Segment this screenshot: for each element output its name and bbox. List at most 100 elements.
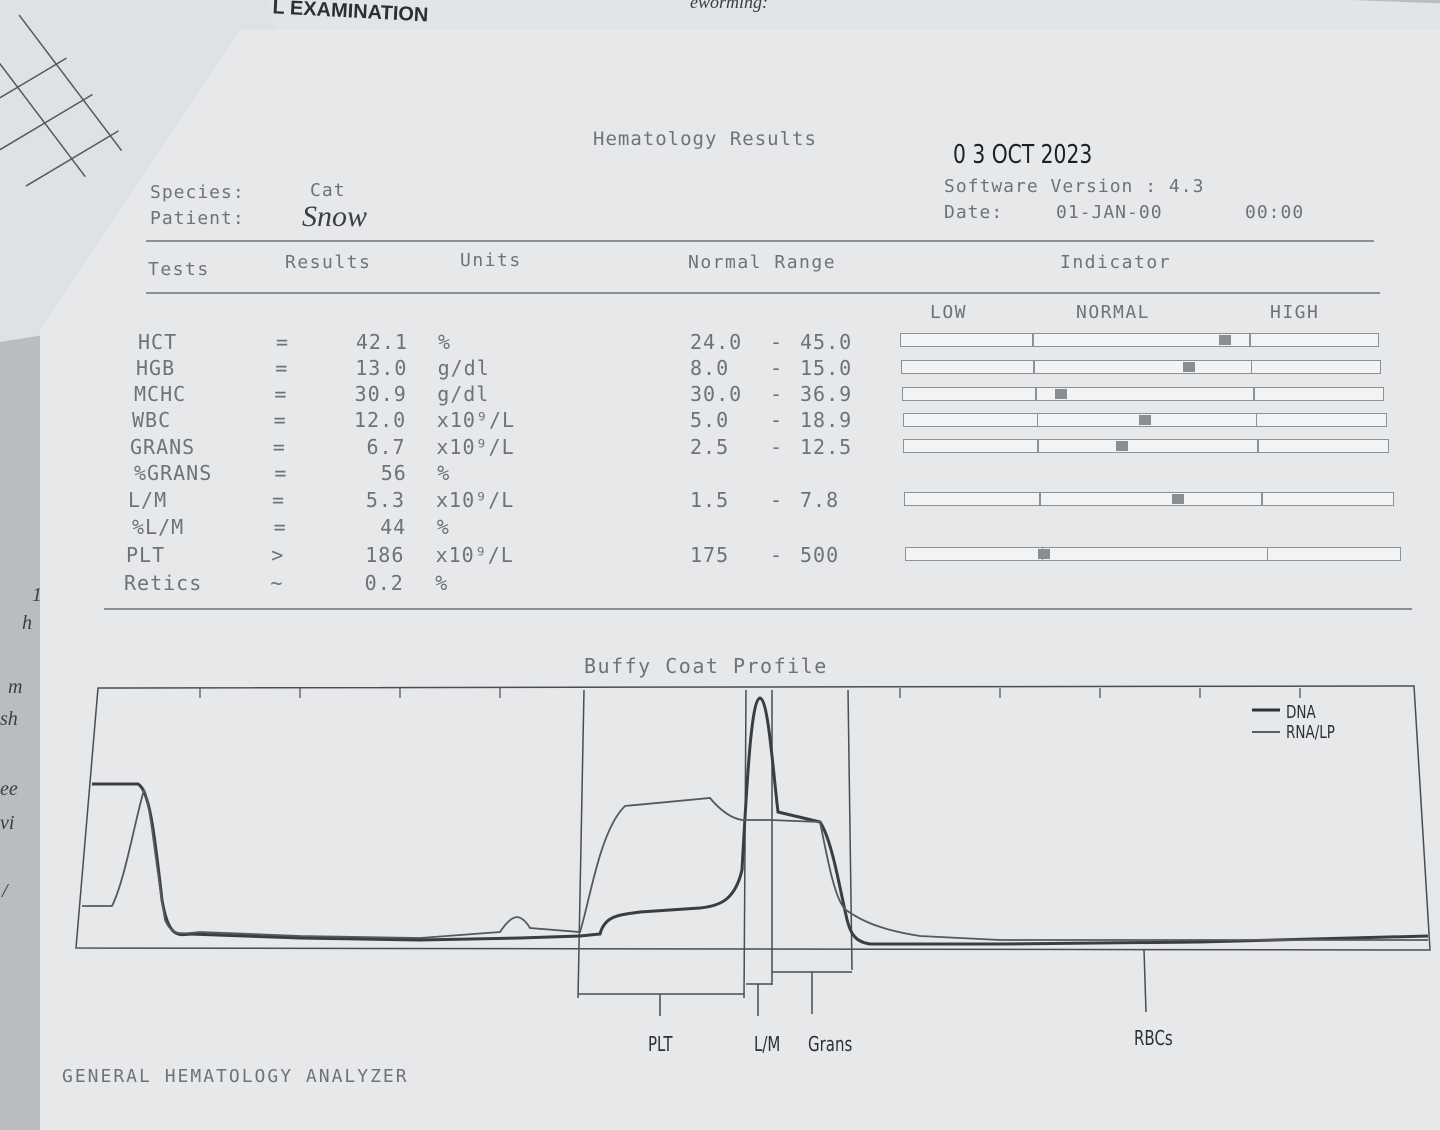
indicator-divider <box>1257 440 1259 452</box>
test-result: 0.2 <box>364 571 404 595</box>
test-unit: x10⁹/L <box>436 488 515 512</box>
grid-lines <box>0 14 123 187</box>
margin-note: / <box>2 880 8 902</box>
range-high: 45.0 <box>800 330 853 354</box>
region-label-grans: Grans <box>808 1032 853 1056</box>
range-high: 36.9 <box>800 382 853 406</box>
indicator-divider <box>1255 414 1258 426</box>
indicator-bar <box>900 333 1379 347</box>
indicator-divider <box>1250 361 1253 373</box>
test-operator: = <box>274 461 288 485</box>
test-operator: > <box>271 543 285 567</box>
indicator-bar <box>901 360 1381 374</box>
margin-note: ee <box>0 778 18 800</box>
indicator-marker <box>1219 335 1232 345</box>
indicator-marker <box>1115 441 1128 451</box>
test-operator: = <box>275 356 289 380</box>
indicator-divider <box>1036 414 1039 426</box>
test-result: 44 <box>380 515 407 539</box>
range-low: 2.5 <box>690 435 730 459</box>
col-tests: Tests <box>148 259 210 280</box>
range-high: 7.8 <box>800 488 840 512</box>
indicator-bar <box>904 492 1394 506</box>
range-high: 15.0 <box>800 356 853 380</box>
region-label-lm: L/M <box>754 1032 781 1056</box>
test-operator: = <box>274 382 288 406</box>
region-label-plt: PLT <box>648 1032 673 1056</box>
test-name: MCHC <box>134 382 187 406</box>
test-result: 6.7 <box>366 435 406 459</box>
margin-note: m <box>8 676 23 698</box>
test-name: %GRANS <box>134 461 213 485</box>
range-dash: - <box>770 356 784 380</box>
test-unit: g/dl <box>437 382 490 406</box>
indicator-low-label: LOW <box>930 302 968 323</box>
range-dash: - <box>770 382 784 406</box>
chart-legend <box>1252 708 1280 733</box>
col-results: Results <box>285 252 372 273</box>
grans-boundary-right <box>847 689 853 971</box>
test-name: GRANS <box>130 435 196 459</box>
test-unit: g/dl <box>437 356 490 380</box>
background-paper-deworming: eworming: <box>690 0 768 12</box>
table-bottom-rule <box>104 608 1412 610</box>
region-label-rbcs: RBCs <box>1134 1026 1173 1050</box>
test-unit: % <box>436 515 450 539</box>
indicator-bar <box>902 387 1384 401</box>
test-unit: x10⁹/L <box>436 435 515 459</box>
indicator-bar <box>903 413 1387 427</box>
legend-dna: DNA <box>1286 702 1316 723</box>
header-rule-bottom <box>146 292 1380 294</box>
test-result: 13.0 <box>355 356 408 380</box>
range-low: 30.0 <box>690 382 743 406</box>
dna-curve <box>92 696 1429 946</box>
indicator-marker <box>1038 549 1051 559</box>
header-rule-top <box>146 240 1374 242</box>
lm-boundary-left <box>743 689 747 999</box>
legend-rna-lp: RNA/LP <box>1286 722 1335 743</box>
indicator-bar <box>903 439 1389 453</box>
indicator-divider <box>1249 334 1251 346</box>
indicator-divider <box>1035 388 1037 400</box>
report-title: Hematology Results <box>593 128 817 150</box>
test-unit: % <box>437 461 451 485</box>
species-value: Cat <box>310 180 346 201</box>
test-unit: % <box>435 571 449 595</box>
test-operator: = <box>272 435 286 459</box>
patient-signature: Snow <box>302 200 368 233</box>
test-unit: % <box>438 330 452 354</box>
test-name: HGB <box>136 356 176 380</box>
buffy-coat-chart <box>75 685 1431 1016</box>
range-high: 12.5 <box>800 435 853 459</box>
date-stamp: 0 3 OCT 2023 <box>953 140 1093 170</box>
range-low: 24.0 <box>690 330 743 354</box>
indicator-high-label: HIGH <box>1270 302 1320 323</box>
indicator-divider <box>1261 493 1263 505</box>
left-grid-card <box>0 0 317 344</box>
margin-note: vi <box>0 812 15 834</box>
range-dash: - <box>770 330 784 354</box>
test-name: WBC <box>132 408 172 432</box>
test-name: Retics <box>124 571 203 595</box>
software-version: Software Version : 4.3 <box>944 176 1205 197</box>
test-name: %L/M <box>132 515 185 539</box>
test-operator: = <box>272 488 286 512</box>
range-low: 175 <box>690 543 730 567</box>
test-result: 42.1 <box>355 330 408 354</box>
test-operator: = <box>273 408 287 432</box>
range-dash: - <box>770 543 784 567</box>
col-indicator: Indicator <box>1060 252 1172 273</box>
indicator-divider <box>1032 334 1034 346</box>
test-result: 186 <box>365 543 405 567</box>
footer-text: GENERAL HEMATOLOGY ANALYZER <box>62 1066 409 1087</box>
indicator-bar <box>905 547 1401 561</box>
indicator-divider <box>1037 440 1039 452</box>
range-low: 1.5 <box>690 488 730 512</box>
rna-lp-curve <box>82 787 1428 941</box>
indicator-normal-label: NORMAL <box>1076 302 1151 323</box>
species-label: Species: <box>150 182 245 203</box>
indicator-marker <box>1139 415 1151 425</box>
range-dash: - <box>770 488 784 512</box>
test-result: 12.0 <box>354 408 407 432</box>
test-name: PLT <box>126 543 166 567</box>
